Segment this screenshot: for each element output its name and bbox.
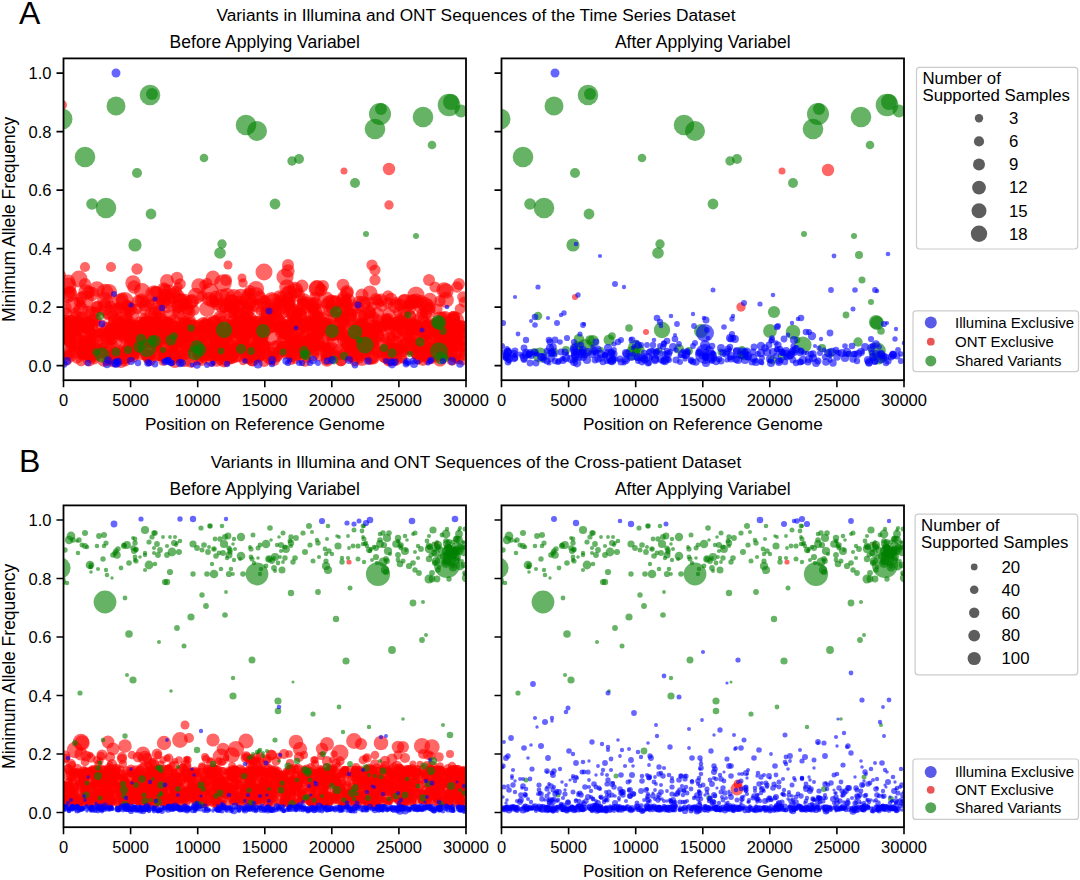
svg-text:25000: 25000 — [376, 838, 422, 856]
svg-text:Position on Reference Genome: Position on Reference Genome — [145, 861, 385, 880]
svg-text:80: 80 — [1002, 626, 1021, 645]
svg-text:20: 20 — [1002, 558, 1021, 577]
svg-text:0: 0 — [59, 838, 68, 856]
svg-text:20000: 20000 — [747, 838, 793, 856]
svg-text:0.0: 0.0 — [29, 357, 52, 375]
svg-text:30000: 30000 — [443, 838, 489, 856]
svg-text:6: 6 — [1009, 132, 1018, 151]
svg-text:Supported Samples: Supported Samples — [923, 86, 1070, 105]
svg-text:Minimum Allele Frequency: Minimum Allele Frequency — [0, 116, 19, 321]
svg-text:20000: 20000 — [747, 391, 793, 409]
svg-text:5000: 5000 — [112, 391, 149, 409]
svg-text:30000: 30000 — [443, 391, 489, 409]
svg-text:0.2: 0.2 — [29, 298, 52, 316]
svg-text:1.0: 1.0 — [29, 64, 52, 82]
svg-text:0.6: 0.6 — [29, 628, 52, 646]
svg-text:0: 0 — [497, 838, 506, 856]
svg-text:Variants in Illumina and ONT S: Variants in Illumina and ONT Sequences o… — [211, 452, 742, 472]
svg-text:10000: 10000 — [175, 838, 221, 856]
svg-text:B: B — [19, 443, 40, 479]
svg-text:ONT Exclusive: ONT Exclusive — [955, 781, 1054, 798]
svg-text:5000: 5000 — [112, 838, 149, 856]
svg-text:100: 100 — [1002, 649, 1030, 668]
svg-text:12: 12 — [1009, 178, 1028, 197]
svg-text:25000: 25000 — [376, 391, 422, 409]
svg-text:Position on Reference Genome: Position on Reference Genome — [145, 414, 385, 434]
svg-text:After Applying Variabel: After Applying Variabel — [615, 32, 791, 52]
svg-text:40: 40 — [1002, 581, 1021, 600]
svg-text:0: 0 — [59, 391, 68, 409]
svg-text:0: 0 — [497, 391, 506, 409]
svg-text:25000: 25000 — [814, 391, 860, 409]
svg-text:9: 9 — [1009, 155, 1018, 174]
svg-text:Shared Variants: Shared Variants — [955, 352, 1061, 369]
svg-text:0.4: 0.4 — [29, 687, 52, 705]
svg-text:0.8: 0.8 — [29, 570, 52, 588]
svg-text:10000: 10000 — [613, 838, 659, 856]
svg-text:10000: 10000 — [613, 391, 659, 409]
svg-text:0.2: 0.2 — [29, 745, 52, 763]
svg-text:60: 60 — [1002, 604, 1021, 623]
svg-text:0.6: 0.6 — [29, 181, 52, 199]
svg-text:ONT Exclusive: ONT Exclusive — [955, 333, 1054, 350]
svg-text:Before Applying Variabel: Before Applying Variabel — [170, 479, 360, 499]
svg-text:0.8: 0.8 — [29, 123, 52, 141]
svg-text:Illumina Exclusive: Illumina Exclusive — [955, 314, 1074, 331]
svg-text:Variants in Illumina and ONT S: Variants in Illumina and ONT Sequences o… — [216, 5, 735, 25]
svg-text:Illumina Exclusive: Illumina Exclusive — [955, 763, 1074, 780]
svg-text:20000: 20000 — [309, 391, 355, 409]
svg-text:15000: 15000 — [680, 391, 726, 409]
svg-text:5000: 5000 — [550, 391, 587, 409]
svg-text:Position on Reference Genome: Position on Reference Genome — [583, 414, 823, 434]
svg-text:15000: 15000 — [680, 838, 726, 856]
svg-text:15000: 15000 — [242, 391, 288, 409]
svg-text:5000: 5000 — [550, 838, 587, 856]
svg-text:Position on Reference Genome: Position on Reference Genome — [583, 861, 823, 880]
svg-text:10000: 10000 — [175, 391, 221, 409]
svg-text:15000: 15000 — [242, 838, 288, 856]
svg-text:0.4: 0.4 — [29, 240, 52, 258]
svg-text:0.0: 0.0 — [29, 804, 52, 822]
svg-text:15: 15 — [1009, 202, 1028, 221]
svg-text:A: A — [19, 0, 41, 31]
svg-text:After Applying Variabel: After Applying Variabel — [615, 479, 791, 499]
svg-text:30000: 30000 — [881, 391, 927, 409]
svg-text:Before Applying Variabel: Before Applying Variabel — [170, 32, 360, 52]
svg-text:1.0: 1.0 — [29, 511, 52, 529]
svg-text:3: 3 — [1009, 109, 1018, 128]
svg-text:20000: 20000 — [309, 838, 355, 856]
svg-text:30000: 30000 — [881, 838, 927, 856]
svg-text:25000: 25000 — [814, 838, 860, 856]
svg-text:Supported Samples: Supported Samples — [921, 533, 1068, 552]
svg-text:18: 18 — [1009, 225, 1028, 244]
svg-text:Shared Variants: Shared Variants — [955, 799, 1061, 816]
svg-text:Minimum Allele Frequency: Minimum Allele Frequency — [0, 563, 19, 768]
